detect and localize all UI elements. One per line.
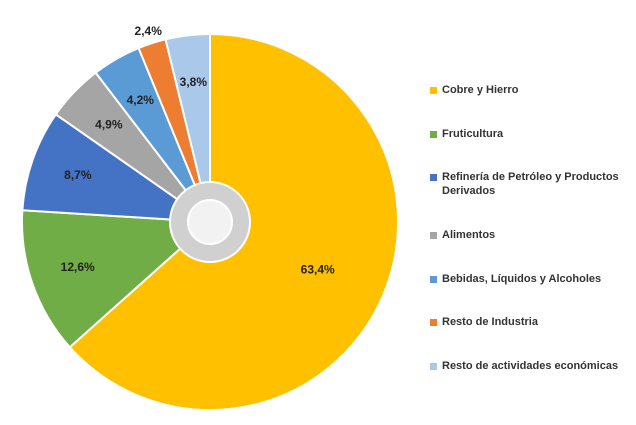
legend-item: Resto de Industria bbox=[430, 315, 636, 329]
legend-item: Fruticultura bbox=[430, 127, 636, 141]
legend-label: Resto de Industria bbox=[442, 316, 538, 329]
legend-label: Resto de actividades económicas bbox=[442, 360, 619, 373]
legend-label: Cobre y Hierro bbox=[442, 83, 519, 96]
legend-item: Refinería de Petróleo y Productos Deriva… bbox=[430, 170, 636, 198]
data-label: 63,4% bbox=[301, 262, 335, 276]
legend-item: Bebidas, Líquidos y Alcoholes bbox=[430, 272, 636, 286]
data-label: 12,6% bbox=[61, 260, 95, 274]
legend-swatch bbox=[430, 275, 437, 283]
legend-swatch bbox=[430, 319, 437, 327]
hole bbox=[187, 199, 233, 245]
legend-label: Alimentos bbox=[442, 228, 496, 241]
legend-swatch bbox=[430, 130, 437, 138]
data-label: 8,7% bbox=[64, 168, 92, 182]
legend-swatch bbox=[430, 231, 437, 239]
legend-swatch bbox=[430, 174, 437, 182]
slice bbox=[21, 209, 213, 349]
slice bbox=[164, 32, 211, 223]
slice bbox=[21, 112, 214, 224]
data-label: 4,9% bbox=[95, 117, 123, 131]
data-label: 3,8% bbox=[180, 75, 208, 89]
legend-label: Refinería de Petróleo y Productos Deriva… bbox=[442, 171, 619, 198]
legend-label: Bebidas, Líquidos y Alcoholes bbox=[442, 272, 602, 285]
legend-swatch bbox=[430, 86, 437, 94]
legend-label: Fruticultura bbox=[442, 127, 504, 140]
data-label: 4,2% bbox=[127, 93, 155, 107]
legend: Cobre y Hierro Fruticultura Refinería de P… bbox=[430, 68, 636, 388]
legend-item: Resto de actividades económicas bbox=[430, 359, 636, 373]
legend-item: Alimentos bbox=[430, 228, 636, 242]
legend-item: Cobre y Hierro bbox=[430, 83, 636, 97]
data-label: 2,4% bbox=[135, 24, 163, 38]
legend-swatch bbox=[430, 363, 437, 371]
